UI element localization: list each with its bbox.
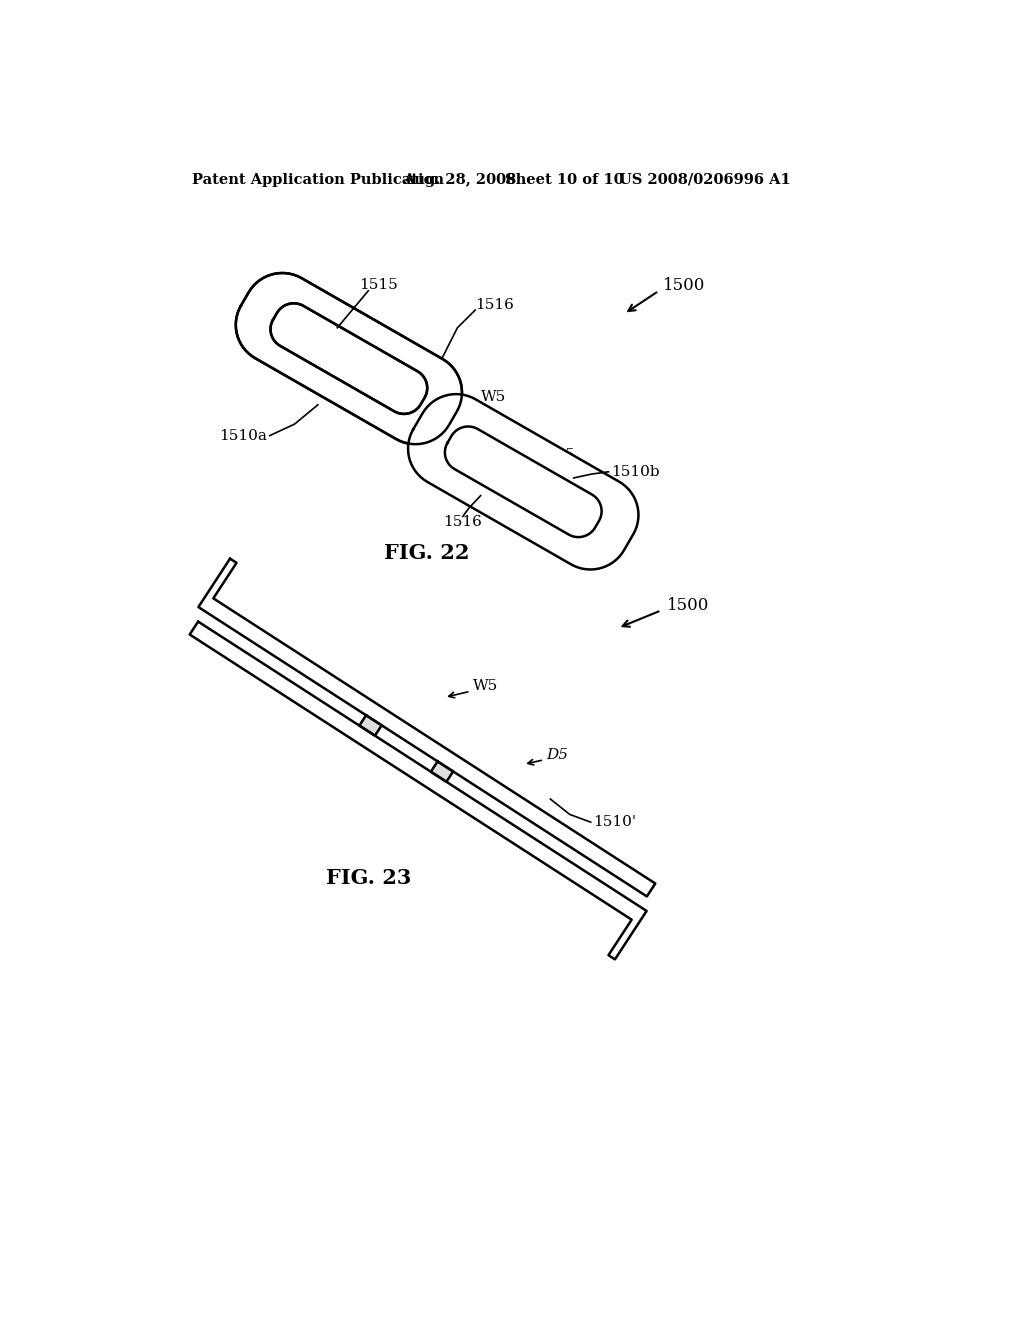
Polygon shape (199, 558, 655, 896)
Text: FIG. 22: FIG. 22 (384, 543, 469, 562)
Text: 1510b: 1510b (611, 465, 659, 479)
Polygon shape (189, 622, 646, 960)
Text: 1516: 1516 (475, 298, 514, 312)
Polygon shape (359, 715, 382, 735)
Polygon shape (270, 304, 427, 414)
Text: Sheet 10 of 10: Sheet 10 of 10 (506, 173, 625, 187)
Polygon shape (408, 395, 639, 569)
Text: 1510': 1510' (593, 816, 636, 829)
Text: FIG. 23: FIG. 23 (326, 869, 411, 888)
Polygon shape (444, 426, 602, 537)
Text: 1516: 1516 (443, 515, 482, 529)
Text: Aug. 28, 2008: Aug. 28, 2008 (403, 173, 516, 187)
Text: W5: W5 (480, 391, 506, 404)
Text: 1510a: 1510a (219, 429, 267, 442)
Text: US 2008/0206996 A1: US 2008/0206996 A1 (620, 173, 792, 187)
Polygon shape (431, 762, 454, 781)
Polygon shape (411, 396, 636, 568)
Text: W5: W5 (473, 678, 498, 693)
Polygon shape (236, 273, 462, 445)
Text: 1500: 1500 (667, 597, 709, 614)
Text: D5: D5 (553, 447, 574, 462)
Text: 1515: 1515 (359, 279, 397, 293)
Text: D5: D5 (547, 748, 568, 762)
Text: 1500: 1500 (663, 277, 706, 294)
Polygon shape (444, 426, 602, 537)
Text: Patent Application Publication: Patent Application Publication (191, 173, 443, 187)
